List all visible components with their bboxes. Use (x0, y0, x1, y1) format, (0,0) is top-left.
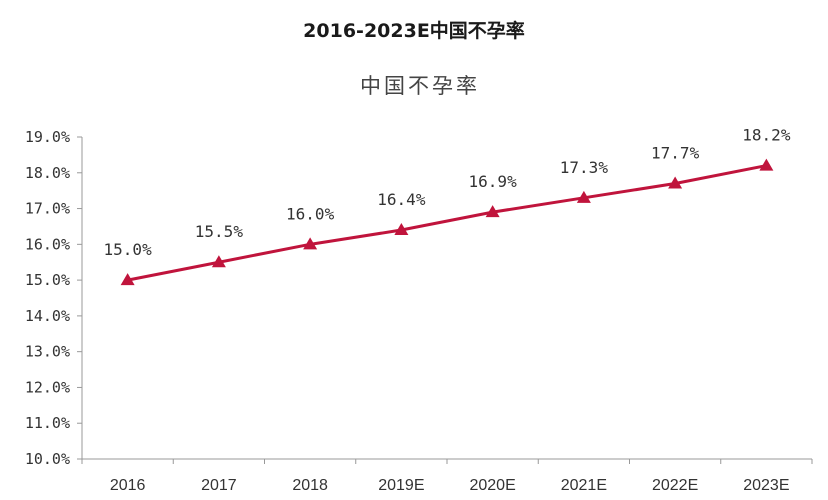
x-tick-label: 2016 (110, 477, 146, 494)
plot-area: 15.0% 15.5% 16.0% 16.4% 16.9% 17.3% 17.7% 18.2% (104, 126, 791, 286)
data-label: 15.5% (195, 222, 244, 241)
data-label: 17.7% (651, 144, 700, 163)
x-tick-label: 2017 (201, 477, 237, 494)
data-label: 16.0% (286, 204, 335, 223)
x-tick-label: 2019E (378, 477, 424, 494)
x-tick-label: 2023E (743, 477, 789, 494)
x-tick-label: 2020E (469, 477, 515, 494)
data-label: 16.4% (377, 190, 426, 209)
data-point-marker (303, 237, 318, 250)
data-point-marker (485, 205, 500, 218)
series-line (127, 164, 767, 282)
y-tick-label: 13.0% (25, 343, 70, 361)
data-label: 16.9% (469, 172, 518, 191)
y-tick-label: 16.0% (25, 235, 70, 253)
y-tick-label: 10.0% (25, 450, 70, 468)
y-tick-label: 19.0% (25, 128, 70, 146)
data-point-marker (759, 158, 774, 171)
y-tick-label: 14.0% (25, 307, 70, 325)
y-tick-label: 18.0% (25, 164, 70, 182)
x-tick-label: 2021E (561, 477, 607, 494)
y-tick-label: 11.0% (25, 414, 70, 432)
data-label: 18.2% (742, 126, 791, 145)
data-point-marker (668, 176, 683, 189)
data-label: 17.3% (560, 158, 609, 177)
axes: 19.0% 18.0% 17.0% 16.0% 15.0% 14.0% 13.0% 12.0%… (25, 128, 813, 494)
y-tick-label: 17.0% (25, 200, 70, 218)
data-label: 15.0% (104, 240, 153, 259)
x-tick-label: 2018 (292, 477, 328, 494)
y-tick-label: 12.0% (25, 378, 70, 396)
data-point-marker (211, 255, 226, 268)
data-point-marker (576, 190, 591, 203)
data-point-marker (120, 273, 135, 286)
data-point-marker (394, 223, 409, 236)
page-title: 2016-2023E中国不孕率 (303, 20, 525, 42)
y-tick-label: 15.0% (25, 271, 70, 289)
chart-title: 中国不孕率 (360, 74, 480, 98)
x-tick-label: 2022E (652, 477, 698, 494)
